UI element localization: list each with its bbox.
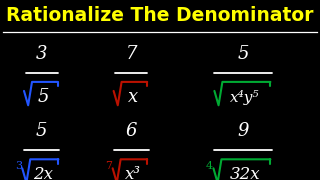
Text: 5: 5 <box>237 45 249 63</box>
Text: x³: x³ <box>125 166 141 180</box>
Text: 9: 9 <box>237 122 249 140</box>
Text: 7: 7 <box>105 161 112 171</box>
Text: x: x <box>128 88 138 106</box>
Text: Rationalize The Denominator: Rationalize The Denominator <box>6 6 314 25</box>
Text: 3: 3 <box>36 45 47 63</box>
Text: 7: 7 <box>125 45 137 63</box>
Text: 5: 5 <box>37 88 49 106</box>
Text: x⁴y⁵: x⁴y⁵ <box>230 90 260 105</box>
Text: 4: 4 <box>206 161 213 171</box>
Text: 5: 5 <box>36 122 47 140</box>
Text: 6: 6 <box>125 122 137 140</box>
Text: 3: 3 <box>15 161 22 171</box>
Text: 2x: 2x <box>33 166 53 180</box>
Text: 32x: 32x <box>229 166 260 180</box>
